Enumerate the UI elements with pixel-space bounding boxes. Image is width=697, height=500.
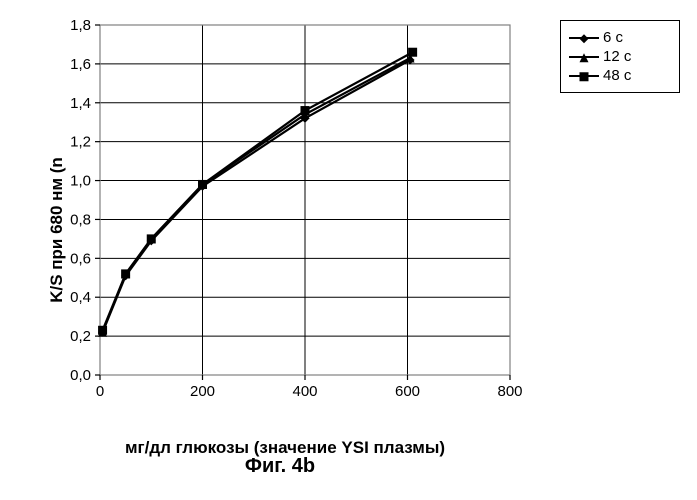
- legend-item: 6 с: [569, 29, 671, 46]
- svg-text:0,2: 0,2: [70, 328, 91, 345]
- legend-item: 12 с: [569, 48, 671, 65]
- legend-item: 48 с: [569, 67, 671, 84]
- chart-svg: 0,0 0,2 0,4 0,6 0,8 1,0 1,2 1,4 1,6 1,8 0 200 400 600…: [45, 20, 525, 415]
- svg-text:1,6: 1,6: [70, 56, 91, 73]
- svg-text:0,6: 0,6: [70, 250, 91, 267]
- legend-label: 12 с: [603, 48, 631, 65]
- legend-label: 48 с: [603, 67, 631, 84]
- figure-caption: Фиг. 4b: [0, 455, 560, 478]
- svg-text:0: 0: [96, 383, 104, 400]
- svg-text:0,8: 0,8: [70, 211, 91, 228]
- svg-text:800: 800: [497, 383, 522, 400]
- legend-label: 6 с: [603, 29, 623, 46]
- svg-text:0,4: 0,4: [70, 289, 91, 306]
- svg-text:1,2: 1,2: [70, 134, 91, 151]
- svg-text:600: 600: [395, 383, 420, 400]
- svg-text:1,8: 1,8: [70, 20, 91, 34]
- svg-text:1,0: 1,0: [70, 173, 91, 190]
- chart-area: K/S при 680 нм (n 0,0 0,2 0,4 0,6 0,8 1,0 1,2 1…: [45, 20, 525, 400]
- svg-text:0,0: 0,0: [70, 367, 91, 384]
- svg-text:200: 200: [190, 383, 215, 400]
- y-axis-label: K/S при 680 нм (n: [47, 157, 67, 303]
- svg-text:400: 400: [292, 383, 317, 400]
- legend: 6 с 12 с 48 с: [560, 20, 680, 93]
- svg-text:1,4: 1,4: [70, 95, 91, 112]
